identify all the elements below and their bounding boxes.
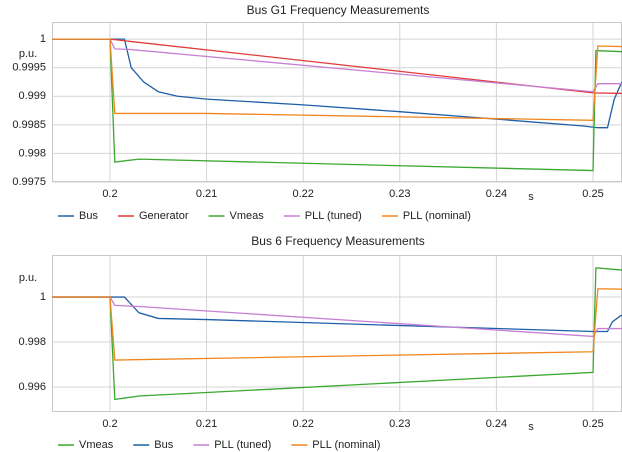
plot-area — [52, 22, 622, 182]
y-tick-label: 0.999 — [18, 90, 46, 102]
legend-label: PLL (tuned) — [305, 210, 362, 222]
y-tick-label: 0.9975 — [12, 176, 46, 188]
y-tick-label: 0.998 — [18, 336, 46, 348]
chart-title: Bus G1 Frequency Measurements — [247, 3, 430, 17]
chart-title: Bus 6 Frequency Measurements — [251, 234, 424, 248]
legend-label: Bus — [154, 439, 173, 451]
y-tick-label: 1 — [40, 33, 46, 45]
chart: Bus G1 Frequency Measurements 0.2 0.21 0.22… — [12, 3, 622, 222]
legend-label: PLL (nominal) — [403, 210, 471, 222]
x-axis-label: s — [528, 191, 534, 203]
x-tick-label: 0.24 — [486, 418, 507, 430]
series-line — [52, 38, 622, 129]
x-tick-label: 0.25 — [582, 188, 603, 200]
x-axis-label: s — [528, 421, 534, 433]
legend-label: Vmeas — [230, 210, 265, 222]
legend-label: PLL (tuned) — [214, 439, 271, 451]
y-axis-label: p.u. — [19, 48, 37, 60]
y-tick-label: 0.9985 — [12, 119, 46, 131]
series-line — [52, 38, 622, 121]
y-tick-label: 0.9995 — [12, 62, 46, 74]
x-tick-label: 0.23 — [389, 418, 410, 430]
x-tick-label: 0.23 — [389, 188, 410, 200]
y-tick-label: 1 — [40, 291, 46, 303]
series-line — [52, 296, 622, 333]
y-tick-label: 0.996 — [18, 381, 46, 393]
legend-label: Vmeas — [79, 439, 114, 451]
legend-label: Generator — [139, 210, 189, 222]
x-tick-label: 0.2 — [102, 418, 117, 430]
chart: Bus 6 Frequency Measurements 0.2 0.21 0.22 0… — [18, 234, 622, 451]
x-tick-label: 0.25 — [582, 418, 603, 430]
x-tick-label: 0.21 — [196, 188, 217, 200]
series-line — [52, 288, 622, 361]
legend-label: PLL (nominal) — [312, 439, 380, 451]
x-tick-label: 0.22 — [292, 188, 313, 200]
y-axis-label: p.u. — [19, 272, 37, 284]
x-tick-label: 0.21 — [196, 418, 217, 430]
plot-area — [52, 255, 622, 412]
x-tick-label: 0.22 — [292, 418, 313, 430]
legend-label: Bus — [79, 210, 98, 222]
x-tick-label: 0.24 — [486, 188, 507, 200]
y-tick-label: 0.998 — [18, 147, 46, 159]
x-tick-label: 0.2 — [102, 188, 117, 200]
